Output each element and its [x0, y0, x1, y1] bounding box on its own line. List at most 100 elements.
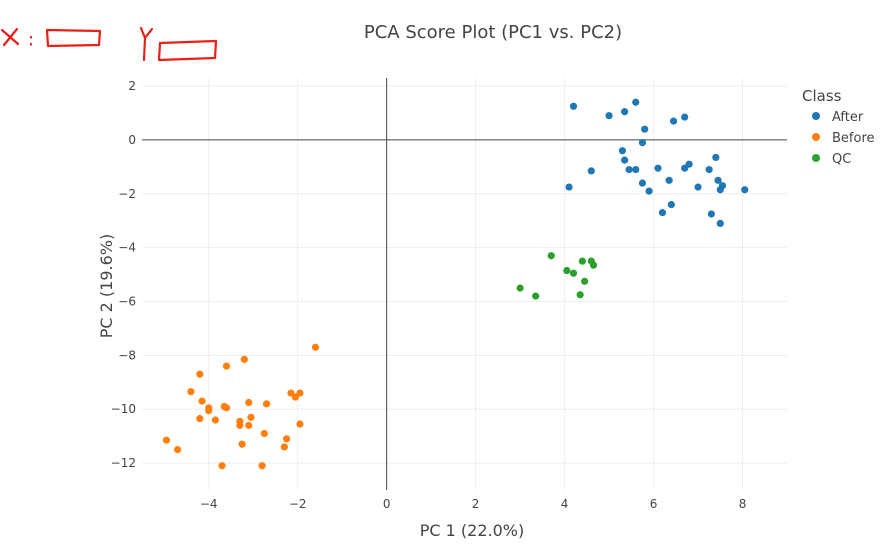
- data-point-before: [282, 435, 291, 443]
- data-points: [162, 98, 749, 470]
- data-point-after: [641, 125, 649, 133]
- data-point-after: [565, 183, 573, 191]
- data-point-before: [296, 389, 304, 397]
- data-point-before: [236, 421, 244, 429]
- data-point-after: [705, 165, 713, 174]
- data-point-qc: [581, 277, 589, 285]
- data-point-qc: [547, 252, 555, 260]
- data-point-before: [280, 443, 288, 451]
- handwritten-x-box: [45, 28, 102, 48]
- data-point-before: [296, 420, 304, 428]
- legend-item-after[interactable]: After: [812, 110, 864, 125]
- data-point-before: [205, 406, 213, 415]
- data-point-after: [714, 176, 722, 184]
- data-point-qc: [589, 261, 598, 269]
- data-point-after: [569, 102, 578, 110]
- x-tick-label: 4: [561, 497, 569, 511]
- legend-marker: [812, 112, 820, 120]
- x-tick-label: −4: [200, 497, 218, 511]
- y-tick-label: −8: [118, 348, 136, 362]
- data-point-before: [238, 440, 246, 448]
- y-tick-label: 0: [128, 133, 136, 147]
- data-point-after: [694, 183, 702, 191]
- data-point-qc: [578, 257, 586, 265]
- data-point-after: [669, 117, 678, 125]
- data-point-after: [716, 219, 724, 228]
- data-point-after: [645, 187, 653, 195]
- data-point-before: [240, 355, 248, 363]
- x-tick-label: 2: [472, 497, 480, 511]
- data-point-before: [218, 462, 226, 470]
- data-point-after: [621, 156, 629, 164]
- data-point-after: [632, 165, 640, 174]
- data-point-before: [245, 421, 253, 429]
- data-point-before: [222, 404, 231, 412]
- data-point-before: [260, 429, 268, 438]
- data-point-after: [632, 98, 640, 106]
- data-point-before: [247, 413, 255, 421]
- legend-label: QC: [832, 152, 851, 167]
- x-tick-labels: −4 −2 0 2 4 6 8: [200, 497, 746, 511]
- legend-marker: [812, 133, 820, 141]
- legend-marker: [812, 154, 820, 162]
- data-point-after: [658, 209, 667, 217]
- data-point-after: [638, 139, 647, 147]
- data-point-after: [621, 108, 629, 116]
- legend-item-before[interactable]: Before: [812, 131, 875, 146]
- data-point-after: [625, 165, 633, 174]
- series-before: [162, 343, 320, 470]
- y-tick-label: 2: [128, 79, 136, 93]
- data-point-after: [707, 210, 715, 218]
- data-point-after: [685, 160, 693, 168]
- series-qc: [516, 252, 598, 300]
- handwritten-y-box: [157, 39, 218, 62]
- data-point-after: [665, 176, 673, 184]
- data-point-qc: [569, 269, 578, 277]
- data-point-before: [258, 462, 266, 470]
- x-tick-label: 6: [650, 497, 658, 511]
- legend[interactable]: Class After Before QC: [802, 87, 875, 167]
- data-point-after: [638, 179, 647, 187]
- data-point-before: [198, 397, 206, 405]
- legend-label: Before: [832, 131, 875, 146]
- x-axis-title: PC 1 (22.0%): [420, 521, 524, 540]
- data-point-after: [654, 164, 662, 172]
- handwritten-x-letter: [0, 27, 20, 47]
- x-tick-label: 8: [739, 497, 747, 511]
- data-point-before: [311, 343, 320, 351]
- data-point-after: [718, 182, 727, 190]
- y-tick-label: −4: [118, 241, 136, 255]
- data-point-after: [587, 167, 595, 175]
- handwritten-y-letter: [139, 26, 154, 62]
- y-axis-title: PC 2 (19.6%): [97, 234, 116, 338]
- data-point-before: [187, 388, 195, 396]
- data-point-before: [162, 436, 171, 444]
- data-point-before: [211, 416, 219, 424]
- y-tick-label: −10: [111, 402, 136, 416]
- y-tick-label: −6: [118, 295, 136, 309]
- data-point-before: [222, 362, 231, 370]
- data-point-before: [196, 370, 204, 378]
- grid-layer: [142, 78, 787, 490]
- data-point-before: [245, 398, 253, 407]
- data-point-before: [173, 446, 182, 454]
- data-point-qc: [516, 284, 524, 292]
- data-point-qc: [532, 292, 540, 300]
- data-point-before: [196, 415, 204, 423]
- x-tick-label: 0: [383, 497, 391, 511]
- legend-title: Class: [802, 87, 842, 105]
- data-point-after: [667, 200, 675, 209]
- data-point-after: [741, 186, 749, 194]
- y-tick-labels: 2 0 −2 −4 −6 −8 −10 −12: [111, 79, 136, 470]
- x-tick-label: −2: [289, 497, 307, 511]
- data-point-after: [618, 147, 627, 155]
- legend-item-qc[interactable]: QC: [812, 152, 851, 167]
- y-tick-label: −2: [118, 187, 136, 201]
- y-tick-label: −12: [111, 456, 136, 470]
- series-after: [565, 98, 749, 228]
- data-point-qc: [576, 291, 584, 299]
- handwritten-annotation: [0, 26, 218, 62]
- data-point-before: [262, 400, 271, 408]
- zero-lines: [142, 78, 787, 490]
